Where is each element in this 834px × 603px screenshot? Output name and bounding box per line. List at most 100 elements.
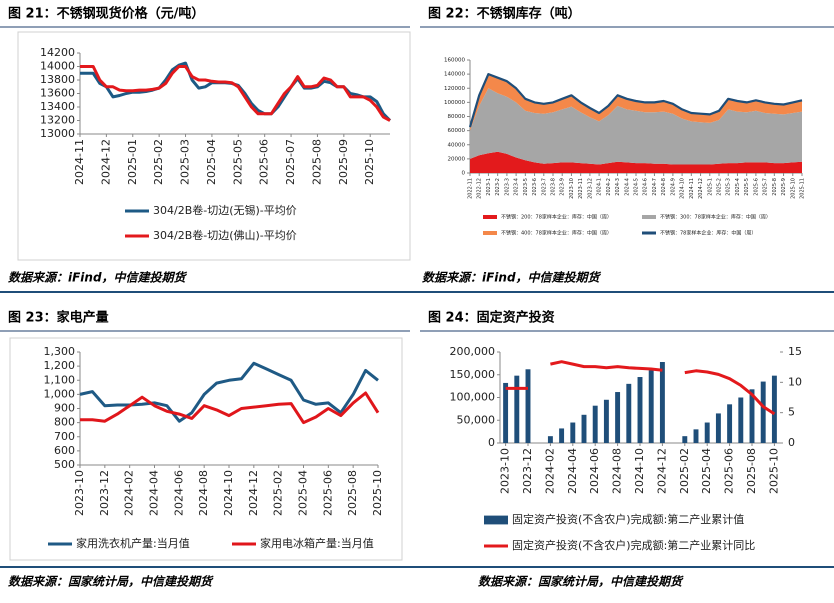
y-tick-label: 0 — [488, 436, 495, 449]
bar — [514, 375, 520, 443]
legend-label: 不锈钢：400：78家样本企业：库存：中国（周） — [501, 230, 612, 237]
y-tick-label: 1,100 — [44, 373, 76, 386]
x-tick-label: 2025-6 — [753, 178, 759, 196]
x-tick-label: 2024-4 — [624, 178, 630, 196]
chart-title: 图 22：不锈钢库存（吨） — [428, 6, 581, 22]
x-tick-label: 2025-08 — [310, 139, 323, 185]
x-tick-label: 2022-11 — [468, 178, 474, 199]
y-tick-label: 60000 — [448, 128, 466, 134]
bar — [715, 413, 721, 443]
y-tick-label: 40000 — [448, 142, 466, 148]
x-tick-label: 2025-02 — [678, 448, 691, 494]
x-tick-label: 2024-10 — [633, 448, 646, 494]
x-tick-label: 2023-12 — [98, 470, 111, 516]
x-tick-label: 2025-1 — [707, 178, 713, 196]
legend-swatch — [484, 515, 508, 525]
x-tick-label: 2023-8 — [551, 178, 557, 196]
legend-label: 304/2B卷-切边(无锡)-平均价 — [153, 203, 297, 217]
bar — [760, 381, 766, 443]
bar — [693, 429, 699, 443]
y-tick-label: 13000 — [40, 127, 75, 140]
bar — [615, 392, 621, 443]
x-tick-label: 2023-9 — [560, 178, 566, 196]
x-tick-label: 2025-10 — [767, 448, 780, 494]
x-tick-label: 2023-4 — [514, 178, 520, 196]
x-tick-label: 2024-12 — [655, 448, 668, 494]
y-tick-label: 13200 — [40, 114, 75, 127]
y-tick-label: 13600 — [40, 87, 75, 100]
x-tick-label: 2025-03 — [179, 139, 192, 185]
x-tick-label: 2025-7 — [763, 178, 769, 196]
y-tick-label: 120000 — [444, 86, 465, 92]
chart-title: 图 24：固定资产投资 — [428, 310, 555, 326]
stacked-area — [470, 74, 802, 131]
y-tick-label: 700 — [54, 430, 75, 443]
chart-title: 图 23：家电产量 — [8, 310, 109, 326]
y-tick-label: 1,200 — [44, 359, 76, 372]
x-tick-label: 2024-1 — [597, 178, 603, 196]
x-tick-label: 2025-07 — [284, 139, 297, 185]
x-tick-label: 2024-3 — [615, 178, 621, 196]
x-tick-label: 2023-5 — [523, 178, 529, 196]
y-tick-label: 100000 — [444, 100, 465, 106]
bar — [603, 399, 609, 443]
x-tick-label: 2024-02 — [123, 470, 136, 516]
y2-tick-label: 15 — [788, 345, 802, 358]
y-tick-label: 14200 — [40, 46, 75, 59]
x-tick-label: 2022-12 — [477, 178, 483, 199]
stacked-area — [470, 88, 802, 165]
series-line — [468, 73, 803, 128]
x-tick-label: 2025-06 — [321, 470, 334, 516]
series-line — [550, 360, 663, 372]
y-tick-label: 0 — [462, 171, 466, 177]
x-tick-label: 2024-12 — [698, 178, 704, 199]
y-tick-label: 500 — [54, 458, 75, 471]
x-tick-label: 2025-05 — [231, 139, 244, 185]
x-tick-label: 2025-5 — [744, 178, 750, 196]
y-tick-label: 800 — [54, 416, 75, 429]
x-tick-label: 2023-3 — [504, 178, 510, 196]
bar — [525, 369, 531, 443]
x-tick-label: 2025-9 — [781, 178, 787, 196]
source-note: 数据来源：iFind，中信建投期货 — [422, 271, 602, 285]
bar — [738, 397, 744, 443]
x-tick-label: 2023-6 — [532, 178, 538, 196]
series-line — [80, 391, 380, 425]
x-tick-label: 2024-11 — [73, 139, 86, 185]
y2-tick-label: 0 — [788, 436, 795, 449]
bar — [592, 405, 598, 443]
y-tick-label: 20000 — [448, 156, 466, 162]
x-tick-label: 2025-3 — [726, 178, 732, 196]
x-tick-label: 2025-09 — [337, 139, 350, 185]
bar — [704, 422, 710, 443]
x-tick-label: 2025-08 — [346, 470, 359, 516]
legend-label: 家用电冰箱产量:当月值 — [260, 536, 374, 550]
legend-label: 固定资产投资(不含农户)完成额:第二产业累计同比 — [512, 538, 755, 552]
x-tick-label: 2025-08 — [745, 448, 758, 494]
x-tick-label: 2024-5 — [634, 178, 640, 196]
legend-label: 不锈钢：200：78家样本企业：库存：中国（周） — [501, 214, 612, 221]
y-tick-label: 1,000 — [44, 387, 76, 400]
x-tick-label: 2023-2 — [495, 178, 501, 196]
x-tick-label: 2025-06 — [258, 139, 271, 185]
x-tick-label: 2025-02 — [272, 470, 285, 516]
stacked-area — [470, 151, 802, 173]
y-tick-label: 50,000 — [457, 413, 496, 426]
x-tick-label: 2025-2 — [717, 178, 723, 196]
x-tick-label: 2023-1 — [486, 178, 492, 196]
x-tick-label: 2024-04 — [566, 448, 579, 494]
legend-swatch — [483, 215, 497, 219]
bar — [659, 362, 665, 443]
bar — [648, 370, 654, 443]
bar — [503, 382, 509, 443]
bar — [727, 404, 733, 443]
x-tick-label: 2024-12 — [247, 470, 260, 516]
y-tick-label: 900 — [54, 402, 75, 415]
x-tick-label: 2025-04 — [700, 448, 713, 494]
y-tick-label: 100,000 — [450, 391, 496, 404]
y-tick-label: 140000 — [444, 72, 465, 78]
chart-frame — [9, 337, 403, 561]
y-tick-label: 13400 — [40, 100, 75, 113]
y2-tick-label: 5 — [788, 406, 795, 419]
